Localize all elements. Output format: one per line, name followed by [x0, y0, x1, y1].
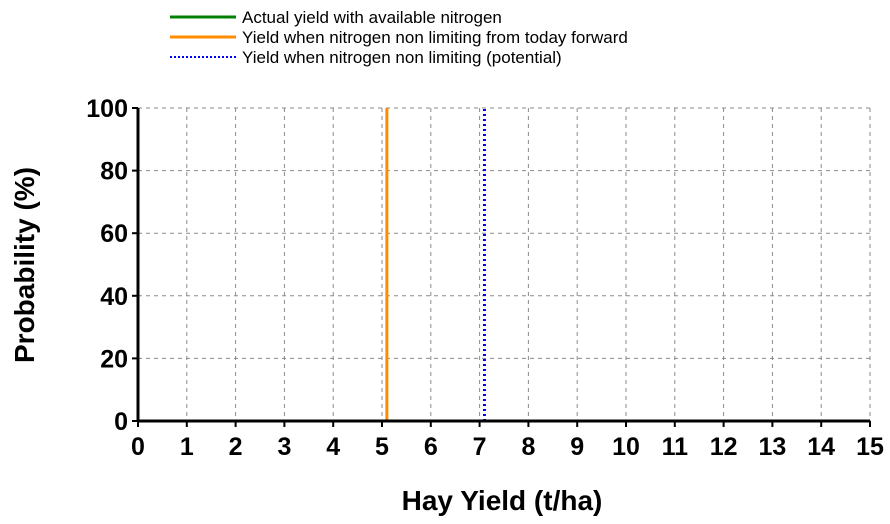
legend: Actual yield with available nitrogenYiel…	[170, 8, 628, 67]
y-tick-label: 80	[100, 158, 128, 186]
x-tick-label: 4	[326, 433, 340, 461]
x-tick-label: 7	[473, 433, 487, 461]
x-tick-label: 0	[131, 433, 145, 461]
x-tick-label: 14	[807, 433, 835, 461]
legend-label-1: Actual yield with available nitrogen	[242, 8, 502, 27]
x-tick-label: 12	[710, 433, 738, 461]
x-tick-label: 13	[758, 433, 786, 461]
x-tick-label: 11	[662, 433, 689, 461]
x-tick-label: 10	[612, 433, 640, 461]
x-tick-label: 5	[375, 433, 389, 461]
x-tick-label: 2	[229, 433, 243, 461]
x-tick-label: 6	[424, 433, 438, 461]
series-layer	[385, 108, 486, 421]
y-tick-label: 0	[114, 408, 128, 436]
x-tick-label: 1	[180, 433, 194, 461]
x-tick-label: 9	[570, 433, 584, 461]
axes	[136, 108, 870, 423]
x-tick-label: 3	[277, 433, 291, 461]
y-axis-label: Probability (%)	[9, 167, 40, 363]
y-tick-label: 100	[86, 95, 128, 123]
x-axis-label: Hay Yield (t/ha)	[402, 485, 603, 516]
y-tick-label: 40	[100, 283, 128, 311]
grid	[138, 107, 871, 421]
y-tick-label: 20	[100, 345, 128, 373]
legend-label-2: Yield when nitrogen non limiting from to…	[242, 28, 628, 47]
legend-label-3: Yield when nitrogen non limiting (potent…	[242, 48, 562, 67]
y-tick-label: 60	[100, 220, 128, 248]
x-tick-label: 15	[856, 433, 884, 461]
x-tick-label: 8	[521, 433, 535, 461]
